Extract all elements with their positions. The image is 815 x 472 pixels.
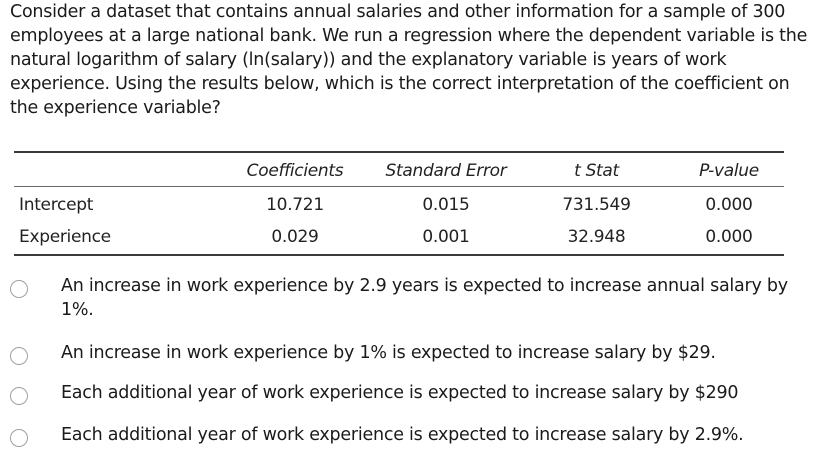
option-b-text: An increase in work experience by 1% is … <box>61 343 716 363</box>
header-t-stat: t Stat <box>574 161 619 181</box>
intercept-p-value: 0.000 <box>705 195 753 215</box>
regression-table: Coefficients Standard Error t Stat P-val… <box>14 150 784 257</box>
table-bottom-rule <box>14 254 784 256</box>
experience-coefficient: 0.029 <box>271 227 319 247</box>
question-text: Consider a dataset that contains annual … <box>10 2 808 118</box>
experience-t-stat: 32.948 <box>567 227 626 247</box>
header-p-value: P-value <box>699 161 759 181</box>
experience-std-error: 0.001 <box>422 227 470 247</box>
intercept-coefficient: 10.721 <box>266 195 324 215</box>
header-standard-error: Standard Error <box>385 161 507 181</box>
option-d-text: Each additional year of work experience … <box>61 425 744 445</box>
header-coefficients: Coefficients <box>246 161 344 181</box>
row-label-intercept: Intercept <box>19 195 94 215</box>
radio-button-c[interactable] <box>10 387 28 405</box>
row-label-experience: Experience <box>19 227 111 247</box>
intercept-std-error: 0.015 <box>422 195 470 215</box>
radio-button-b[interactable] <box>10 347 28 365</box>
option-c-text: Each additional year of work experience … <box>61 383 739 403</box>
radio-button-d[interactable] <box>10 429 28 447</box>
radio-button-a[interactable] <box>10 280 28 298</box>
table-header-rule <box>14 186 784 187</box>
intercept-t-stat: 731.549 <box>562 195 631 215</box>
experience-p-value: 0.000 <box>705 227 753 247</box>
table-top-rule <box>14 151 784 153</box>
option-a-text: An increase in work experience by 2.9 ye… <box>61 276 788 320</box>
